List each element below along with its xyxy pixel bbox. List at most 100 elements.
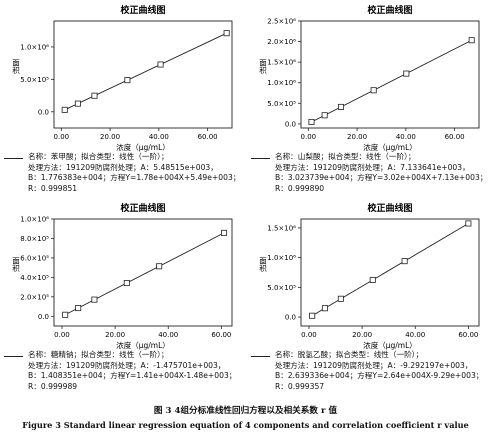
regression-line [64, 232, 225, 316]
x-tick-label: 40.00 [396, 133, 416, 141]
data-point-marker [309, 312, 316, 319]
x-tick-label: 20.00 [347, 133, 367, 141]
calibration-panel-dehydroacetic-acid: 校正曲线图 0.00 20.00 40.00 60.00 0.0 5.0×10⁵ 1.0×10… [251, 200, 489, 398]
data-point-marker [308, 118, 315, 125]
info-equation-line: B：1.408351e+004；方程Y=1.41e+004X-1.48e+003… [28, 371, 237, 381]
plot-area-frame [53, 20, 233, 129]
data-point-marker [124, 77, 131, 84]
y-tick-label: 4.0×10⁵ [20, 274, 49, 282]
calibration-chart: 校正曲线图 0.00 20.00 40.00 60.00 0.0 2.0×10⁵ 4.0×10… [11, 202, 233, 350]
info-equation-line: B：3.023739e+004；方程Y=3.02e+004X+7.13e+003… [275, 173, 488, 183]
y-axis-label: 面积 [11, 257, 20, 274]
data-point-marker [91, 296, 98, 303]
calibration-chart: 校正曲线图 0.00 20.00 40.00 60.00 0.0 5.0×10⁵ 1.0×10… [258, 202, 480, 350]
y-tick-label: 2.0×10⁶ [267, 38, 296, 46]
data-point-marker [369, 276, 376, 283]
y-tick-label: 2.0×10⁵ [20, 293, 49, 301]
figure-caption-cn: 图 3 4组分标准线性回归方程以及相关系数 r 值 [153, 406, 338, 416]
y-tick-label: 0.0 [38, 108, 49, 116]
figure-caption-en: Figure 3 Standard linear regression equa… [22, 420, 469, 430]
legend-line-swatch [4, 356, 23, 357]
x-tick-label: 40.00 [405, 331, 425, 339]
x-tick-label: 40.00 [158, 331, 178, 339]
x-tick-label: 0.00 [301, 133, 317, 141]
info-method-line: 处理方法：191209防腐剂处理；A：5.48515e+003， [28, 162, 218, 172]
y-tick-label: 1.0×10⁶ [20, 216, 49, 224]
y-tick-label: 1.0×10⁶ [267, 254, 296, 262]
calibration-panel-benzoic-acid: 校正曲线图 0.00 20.00 40.00 60.00 0.0 5.0×10⁵ 1.0×10… [4, 2, 242, 200]
x-tick-label: 20.00 [352, 331, 372, 339]
y-tick-label: 1.0×10⁶ [20, 43, 49, 51]
chart-title: 校正曲线图 [367, 202, 412, 214]
regression-info: 名称：糖精钠；拟合类型：线性（一阶）； 处理方法：191209防腐剂处理；A：-… [28, 350, 250, 392]
plot-area-frame [53, 218, 233, 327]
info-equation-line: B：2.639336e+004；方程Y=2.64e+004X-9.29e+003… [275, 371, 484, 381]
calibration-chart: 校正曲线图 0.00 20.00 40.00 60.00 0.0 5.0×10⁵ 1.0×10… [258, 4, 480, 152]
y-tick-label: 1.5×10⁶ [267, 224, 296, 232]
calibration-chart: 校正曲线图 0.00 20.00 40.00 60.00 0.0 5.0×10⁵ 1.0×10… [11, 4, 233, 152]
regression-info: 名称：苯甲酸；拟合类型：线性（一阶）； 处理方法：191209防腐剂处理；A：5… [28, 152, 250, 194]
regression-line [311, 223, 469, 317]
info-r-line: R：0.999357 [275, 381, 325, 391]
data-point-marker [321, 305, 328, 312]
data-point-marker [337, 103, 344, 110]
chart-title: 校正曲线图 [120, 202, 165, 214]
y-tick-label: 6.0×10⁵ [20, 254, 49, 262]
data-point-marker [123, 280, 130, 287]
x-tick-label: 60.00 [445, 133, 465, 141]
data-point-marker [321, 112, 328, 119]
info-r-line: R：0.999851 [28, 183, 78, 193]
regression-info: 名称：脱氢乙酸；拟合类型：线性（一阶）； 处理方法：191209防腐剂处理；A：… [275, 350, 491, 392]
x-tick-label: 0.00 [54, 133, 70, 141]
x-tick-label: 20.00 [100, 133, 120, 141]
info-name-line: 名称：山梨酸；拟合类型：线性（一阶）； [275, 152, 416, 161]
regression-line [311, 39, 472, 123]
data-point-marker [157, 61, 164, 68]
regression-line [64, 32, 227, 111]
x-tick-label: 20.00 [105, 331, 125, 339]
x-tick-label: 0.00 [54, 331, 70, 339]
x-tick-label: 60.00 [198, 133, 218, 141]
x-axis-label: 浓度（μg/mL） [363, 142, 417, 152]
data-point-marker [62, 311, 69, 318]
x-tick-label: 0.00 [301, 331, 317, 339]
data-point-marker [403, 70, 410, 77]
y-tick-label: 1.5×10⁶ [267, 59, 296, 67]
data-point-marker [401, 258, 408, 265]
data-point-marker [156, 263, 163, 270]
legend-line-swatch [251, 356, 270, 357]
x-axis-label: 浓度（μg/mL） [116, 142, 170, 152]
x-axis-label: 浓度（μg/mL） [116, 340, 170, 350]
y-axis-label: 面积 [11, 59, 20, 76]
y-tick-label: 0.0 [38, 313, 49, 321]
x-axis-label: 浓度（μg/mL） [363, 340, 417, 350]
data-point-marker [465, 220, 472, 227]
y-tick-label: 1.0×10⁶ [267, 79, 296, 87]
y-tick-label: 5.0×10⁵ [267, 100, 296, 108]
data-point-marker [91, 92, 98, 99]
legend-line-swatch [251, 158, 270, 159]
x-tick-label: 40.00 [149, 133, 169, 141]
info-name-line: 名称：脱氢乙酸；拟合类型：线性（一阶）； [275, 350, 424, 359]
y-tick-label: 5.0×10⁵ [267, 284, 296, 292]
data-point-marker [74, 100, 81, 107]
y-tick-label: 5.0×10⁵ [20, 76, 49, 84]
y-tick-label: 8.0×10⁵ [20, 235, 49, 243]
x-tick-label: 60.00 [458, 331, 478, 339]
y-tick-label: 2.5×10⁶ [267, 18, 296, 26]
info-method-line: 处理方法：191209防腐剂处理；A：7.133641e+003， [275, 162, 470, 172]
chart-title: 校正曲线图 [367, 4, 412, 16]
info-method-line: 处理方法：191209防腐剂处理；A：-1.475701e+003， [28, 360, 226, 370]
data-point-marker [223, 30, 230, 37]
plot-area-frame [300, 218, 480, 327]
plot-area-frame [300, 20, 480, 129]
data-point-marker [61, 106, 68, 113]
data-point-marker [370, 87, 377, 94]
y-axis-label: 面积 [258, 257, 267, 274]
data-point-marker [75, 305, 82, 312]
regression-info: 名称：山梨酸；拟合类型：线性（一阶）； 处理方法：191209防腐剂处理；A：7… [275, 152, 491, 194]
data-point-marker [337, 295, 344, 302]
info-name-line: 名称：糖精钠；拟合类型：线性（一阶）； [28, 350, 169, 359]
y-tick-label: 0.0 [285, 120, 296, 128]
info-r-line: R：0.999890 [275, 183, 325, 193]
